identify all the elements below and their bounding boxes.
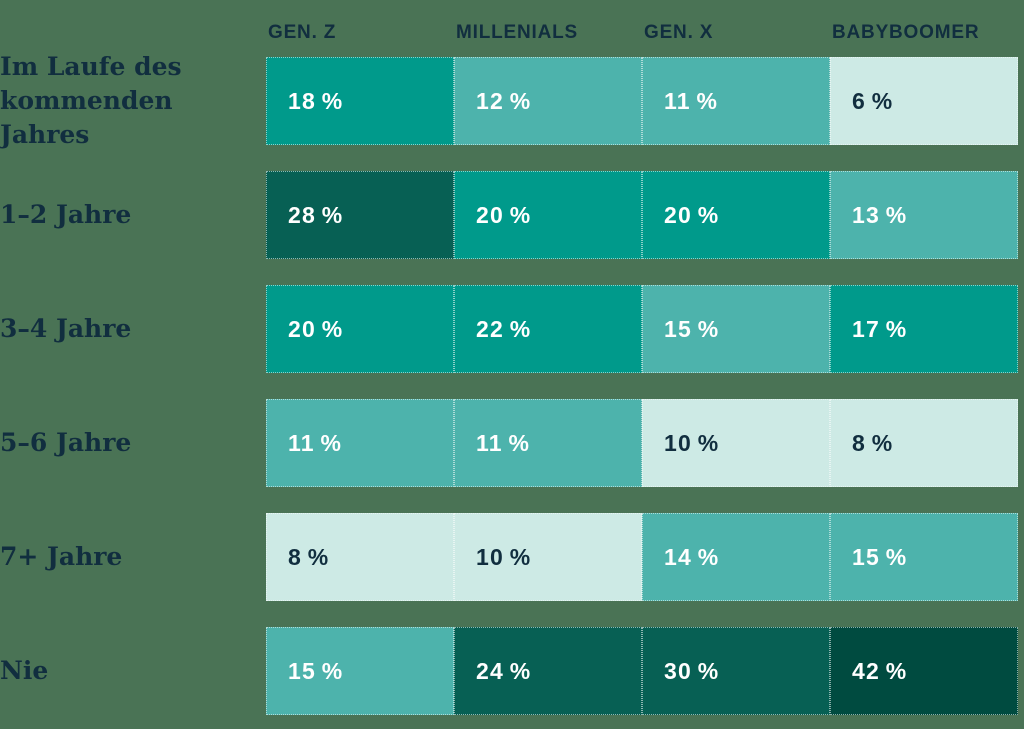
heatmap-row: 3–4 Jahre 20 % 22 % 15 % 17 % (0, 285, 1018, 373)
heatmap-cell: 11 % (642, 57, 830, 145)
row-label: 5–6 Jahre (0, 428, 132, 458)
heatmap-row: 7+ Jahre 8 % 10 % 14 % 15 % (0, 513, 1018, 601)
heatmap-cell: 15 % (266, 627, 454, 715)
heatmap-cell: 8 % (830, 399, 1018, 487)
heatmap-rows: Im Laufe des kommenden Jahres 18 % 12 % 11 … (0, 52, 1018, 715)
heatmap-row: 1–2 Jahre 28 % 20 % 20 % 13 % (0, 171, 1018, 259)
row-label: 1–2 Jahre (0, 200, 132, 230)
row-label: 7+ Jahre (0, 542, 123, 572)
heatmap-row: 5–6 Jahre 11 % 11 % 10 % 8 % (0, 399, 1018, 487)
heatmap-cell: 22 % (454, 285, 642, 373)
column-headers: GEN. Z MILLENIALS GEN. X BABYBOOMER (0, 0, 1018, 57)
heatmap-cell: 30 % (642, 627, 830, 715)
heatmap-cell: 6 % (830, 57, 1018, 145)
row-label: Im Laufe des kommenden Jahres (0, 52, 182, 149)
row-label: Nie (0, 656, 49, 686)
heatmap-row: Im Laufe des kommenden Jahres 18 % 12 % 11 … (0, 52, 1018, 149)
heatmap-cell: 24 % (454, 627, 642, 715)
heatmap-cell: 8 % (266, 513, 454, 601)
heatmap-cell: 28 % (266, 171, 454, 259)
heatmap-cell: 14 % (642, 513, 830, 601)
heatmap-cell: 15 % (642, 285, 830, 373)
heatmap-cell: 10 % (642, 399, 830, 487)
heatmap-cell: 42 % (830, 627, 1018, 715)
heatmap-cell: 10 % (454, 513, 642, 601)
heatmap-cell: 12 % (454, 57, 642, 145)
heatmap-cell: 11 % (266, 399, 454, 487)
heatmap-cell: 20 % (266, 285, 454, 373)
heatmap-row: Nie 15 % 24 % 30 % 42 % (0, 627, 1018, 715)
heatmap-cell: 18 % (266, 57, 454, 145)
column-header-gen-z: GEN. Z (268, 22, 337, 43)
column-header-babyboomer: BABYBOOMER (832, 22, 980, 43)
heatmap-cell: 13 % (830, 171, 1018, 259)
heatmap-cell: 11 % (454, 399, 642, 487)
heatmap-cell: 17 % (830, 285, 1018, 373)
row-label: 3–4 Jahre (0, 314, 132, 344)
heatmap-cell: 20 % (454, 171, 642, 259)
column-header-millenials: MILLENIALS (456, 22, 578, 43)
column-header-gen-x: GEN. X (644, 22, 714, 43)
heatmap-cell: 15 % (830, 513, 1018, 601)
heatmap-cell: 20 % (642, 171, 830, 259)
